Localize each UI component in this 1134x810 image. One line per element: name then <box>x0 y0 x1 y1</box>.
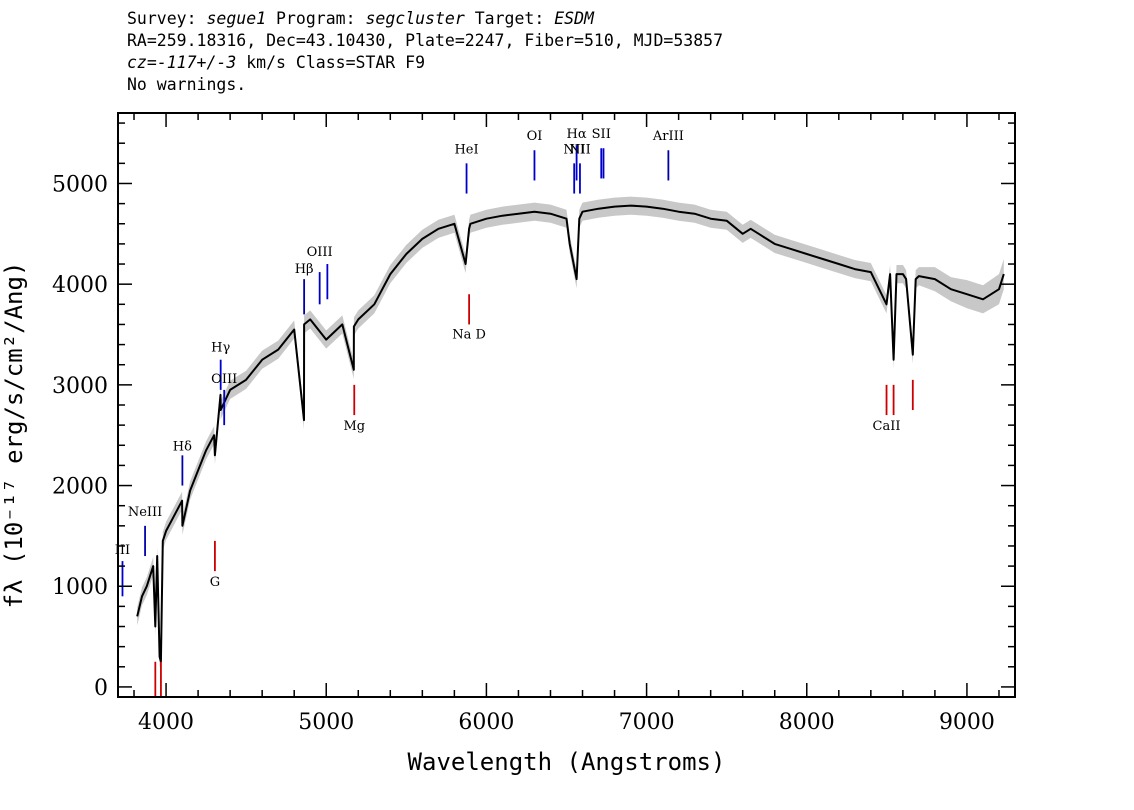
x-tick-label: 4000 <box>138 710 194 735</box>
x-tick-label: 7000 <box>619 710 675 735</box>
tick-layer: 4000 5000 6000 7000 8000 9000 0 1000 2000 3000 400… <box>52 113 1015 735</box>
line-marker-label: Hβ <box>295 262 314 277</box>
line-marker-label: NII <box>563 142 585 157</box>
line-marker-label: SII <box>592 127 611 142</box>
flux-line <box>136 204 1005 663</box>
y-axis-label: fλ (10⁻¹⁷ erg/s/cm²/Ang) <box>0 262 28 609</box>
flux-line-layer <box>136 204 1005 663</box>
line-marker-label: NeIII <box>128 505 162 520</box>
line-marker-label: Hα <box>567 127 587 142</box>
y-tick-label: 1000 <box>52 575 108 600</box>
line-marker-label: Mg <box>343 419 365 434</box>
line-marker-label: OI <box>527 129 543 144</box>
plot-frame <box>117 112 1016 698</box>
target-key: Target: <box>474 9 545 28</box>
line-marker-label: ArIII <box>652 129 684 144</box>
line-marker-label: OIII <box>211 372 237 387</box>
line-marker-label: G <box>210 575 220 590</box>
survey-key: Survey: <box>127 9 197 28</box>
header-line-redshift: cz=-117+/-3 km/s Class=STAR F9 <box>127 52 723 74</box>
survey-value: segue1 <box>206 9 267 28</box>
line-marker-label: NII <box>569 142 591 157</box>
cz-key: cz= <box>127 53 157 72</box>
x-tick-label: 9000 <box>939 710 995 735</box>
x-tick-label: 5000 <box>298 710 354 735</box>
program-value: segcluster <box>365 9 465 28</box>
x-axis-label: Wavelength (Angstroms) <box>408 748 726 776</box>
cz-unit-class: km/s Class=STAR F9 <box>246 53 426 72</box>
header-line-warnings: No warnings. <box>127 75 247 94</box>
line-marker-label: Hγ <box>211 341 230 356</box>
cz-value: -117+/-3 <box>156 53 237 72</box>
y-tick-label: 3000 <box>52 374 108 399</box>
spectrum-header: Survey: segue1 Program: segcluster Targe… <box>127 8 723 96</box>
program-key: Program: <box>276 9 356 28</box>
line-marker-label: OIII <box>307 245 333 260</box>
header-line-survey: Survey: segue1 Program: segcluster Targe… <box>127 8 723 30</box>
x-tick-label: 8000 <box>779 710 835 735</box>
target-value: ESDM <box>554 9 594 28</box>
line-marker-label: HeI <box>454 142 478 157</box>
line-marker-label: Na D <box>452 328 486 343</box>
y-tick-label: 0 <box>94 676 108 701</box>
x-tick-label: 6000 <box>458 710 514 735</box>
y-tick-label: 4000 <box>52 273 108 298</box>
line-marker-label: CaII <box>873 419 901 434</box>
line-marker-label: Hδ <box>173 439 192 454</box>
y-tick-label: 2000 <box>52 475 108 500</box>
y-tick-label: 5000 <box>52 172 108 197</box>
header-line-coords: RA=259.18316, Dec=43.10430, Plate=2247, … <box>127 31 724 50</box>
